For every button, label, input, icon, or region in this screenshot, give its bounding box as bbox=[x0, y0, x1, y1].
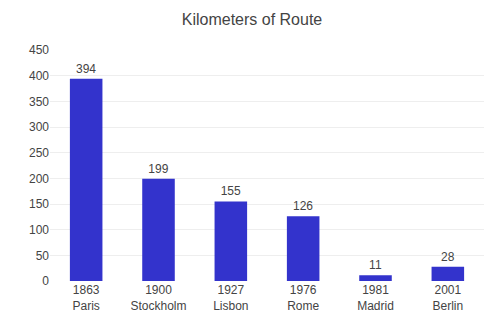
svg-text:126: 126 bbox=[293, 199, 313, 213]
svg-text:200: 200 bbox=[29, 172, 49, 186]
svg-text:450: 450 bbox=[29, 43, 49, 57]
svg-text:0: 0 bbox=[42, 274, 49, 288]
svg-text:300: 300 bbox=[29, 120, 49, 134]
svg-text:1900Stockholm: 1900Stockholm bbox=[130, 283, 186, 313]
svg-text:1927Lisbon: 1927Lisbon bbox=[213, 283, 248, 313]
svg-text:1863Paris: 1863Paris bbox=[72, 283, 99, 313]
svg-text:199: 199 bbox=[148, 162, 168, 176]
svg-text:394: 394 bbox=[76, 62, 96, 76]
svg-text:50: 50 bbox=[36, 249, 50, 263]
svg-text:100: 100 bbox=[29, 223, 49, 237]
svg-text:1976Rome: 1976Rome bbox=[287, 283, 319, 313]
svg-text:1981Madrid: 1981Madrid bbox=[357, 283, 394, 313]
svg-text:400: 400 bbox=[29, 69, 49, 83]
svg-text:155: 155 bbox=[221, 184, 241, 198]
svg-text:11: 11 bbox=[369, 258, 382, 272]
svg-text:150: 150 bbox=[29, 197, 49, 211]
svg-text:2001Berlin: 2001Berlin bbox=[432, 283, 463, 313]
svg-text:250: 250 bbox=[29, 146, 49, 160]
svg-text:28: 28 bbox=[441, 250, 455, 264]
svg-text:350: 350 bbox=[29, 95, 49, 109]
svg-text:Kilometers of Route: Kilometers of Route bbox=[182, 11, 323, 28]
